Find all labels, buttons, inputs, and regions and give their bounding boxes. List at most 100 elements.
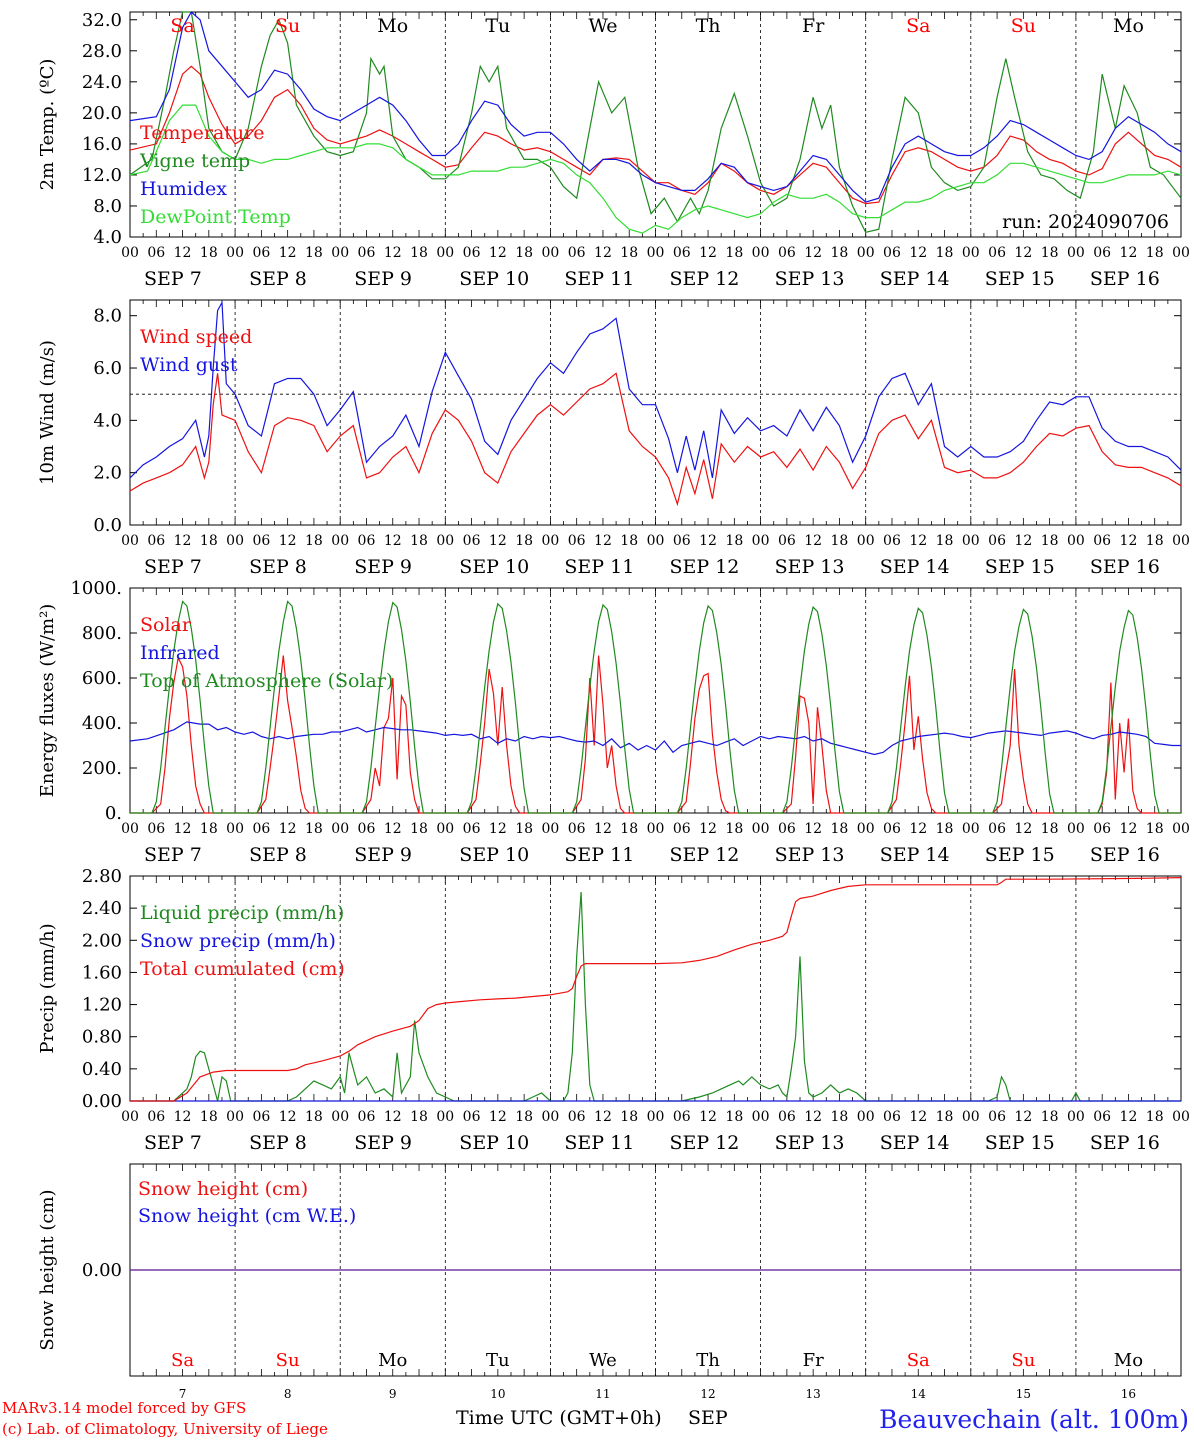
y-tick-label: 8.0	[93, 196, 122, 217]
hour-label: 00	[752, 245, 770, 261]
hour-label: 12	[594, 533, 612, 549]
hour-label: 06	[778, 245, 796, 261]
date-label: SEP 9	[354, 556, 412, 578]
hour-label: 18	[725, 533, 743, 549]
day-abbr: Fr	[803, 1350, 824, 1371]
hour-label: 00	[331, 245, 349, 261]
hour-label: 12	[279, 1109, 297, 1125]
hour-label: 00	[752, 1109, 770, 1125]
legend-label: Vigne temp	[139, 150, 250, 172]
hour-label: 18	[1041, 821, 1059, 837]
hour-label: 12	[279, 245, 297, 261]
hour-label: 12	[174, 821, 192, 837]
date-label: SEP 14	[880, 268, 950, 290]
y-tick-label: 8.0	[93, 306, 122, 327]
hour-label: 00	[331, 821, 349, 837]
hour-label: 18	[831, 533, 849, 549]
legend-label: Top of Atmosphere (Solar)	[140, 670, 393, 692]
day-abbr: Sa	[171, 1350, 194, 1371]
y-tick-label: 2.40	[82, 898, 122, 919]
series-line-3	[130, 877, 1182, 1102]
hour-label: 00	[647, 245, 665, 261]
hour-label: 12	[1120, 533, 1138, 549]
date-label: SEP 11	[564, 556, 634, 578]
hour-label: 18	[620, 245, 638, 261]
date-label: SEP 16	[1090, 844, 1160, 866]
hour-label: 18	[515, 821, 533, 837]
hour-label: 06	[568, 533, 586, 549]
hour-label: 00	[226, 821, 244, 837]
panel-2: 0.0 2.0 4.0 6.0 8.0 10m Wind (m/s) Wind speed W…	[37, 299, 1190, 578]
hour-label: 12	[699, 533, 717, 549]
hour-label: 06	[778, 1109, 796, 1125]
date-label: SEP 15	[985, 268, 1055, 290]
day-abbr: Sa	[906, 15, 930, 37]
legend-label: Snow height (cm)	[138, 1178, 308, 1200]
date-label: SEP 14	[880, 844, 950, 866]
hour-label: 00	[331, 533, 349, 549]
y-tick-label: 0.	[105, 803, 122, 824]
hour-label: 12	[489, 1109, 507, 1125]
hour-label: 06	[252, 821, 270, 837]
hour-label: 00	[121, 245, 139, 261]
hour-label: 00	[121, 533, 139, 549]
date-label: SEP 9	[354, 268, 412, 290]
date-number: 15	[1016, 1387, 1031, 1401]
hour-label: 06	[358, 245, 376, 261]
date-label: SEP 11	[564, 268, 634, 290]
hour-label: 00	[226, 1109, 244, 1125]
panel-3: 0. 200. 400. 600. 800. 1000. Energy fluxes (W/…	[37, 578, 1190, 866]
hour-label: 06	[883, 1109, 901, 1125]
day-abbr: Su	[276, 1350, 300, 1371]
y-tick-label: 4.0	[93, 227, 122, 248]
hour-label: 18	[410, 245, 428, 261]
hour-label: 12	[1014, 1109, 1032, 1125]
hour-label: 12	[384, 821, 402, 837]
hour-label: 12	[1014, 821, 1032, 837]
date-number: 16	[1121, 1387, 1136, 1401]
hour-label: 00	[541, 245, 559, 261]
hour-label: 00	[1067, 245, 1085, 261]
hour-label: 00	[1172, 1109, 1190, 1125]
hour-label: 00	[962, 245, 980, 261]
hour-label: 06	[463, 533, 481, 549]
y-axis-title: Precip (mm/h)	[37, 923, 58, 1053]
date-label: SEP 7	[144, 268, 202, 290]
hour-label: 06	[988, 821, 1006, 837]
hour-label: 18	[1146, 821, 1164, 837]
lab-credit: (c) Lab. of Climatology, University of L…	[2, 1420, 328, 1438]
hour-label: 00	[1172, 245, 1190, 261]
hour-label: 00	[226, 245, 244, 261]
y-axis-title: 2m Temp. (ºC)	[37, 59, 58, 191]
hour-label: 00	[1067, 821, 1085, 837]
x-axis-month: SEP	[688, 1407, 728, 1429]
day-abbr: Tu	[485, 15, 510, 37]
hour-label: 12	[489, 245, 507, 261]
hour-label: 06	[1093, 1109, 1111, 1125]
date-label: SEP 15	[985, 556, 1055, 578]
hour-label: 06	[988, 1109, 1006, 1125]
hour-label: 18	[1041, 1109, 1059, 1125]
x-axis-title: Time UTC (GMT+0h)	[456, 1407, 662, 1429]
hour-label: 18	[725, 821, 743, 837]
day-abbr: Sa	[907, 1350, 930, 1371]
hour-label: 18	[936, 533, 954, 549]
day-abbr: Mo	[377, 15, 408, 37]
hour-label: 00	[962, 533, 980, 549]
hour-label: 06	[673, 1109, 691, 1125]
date-label: SEP 11	[564, 1132, 634, 1154]
day-abbr: Su	[1011, 15, 1036, 37]
hour-label: 18	[936, 1109, 954, 1125]
hour-label: 06	[883, 821, 901, 837]
hour-label: 00	[962, 821, 980, 837]
date-label: SEP 13	[775, 1132, 845, 1154]
hour-label: 00	[436, 533, 454, 549]
legend-label: Temperature	[140, 122, 264, 144]
hour-label: 18	[831, 821, 849, 837]
hour-label: 06	[988, 245, 1006, 261]
hour-label: 18	[1146, 1109, 1164, 1125]
day-abbr: Tu	[486, 1350, 510, 1371]
hour-label: 00	[647, 533, 665, 549]
date-label: SEP 11	[564, 844, 634, 866]
hour-label: 06	[147, 821, 165, 837]
